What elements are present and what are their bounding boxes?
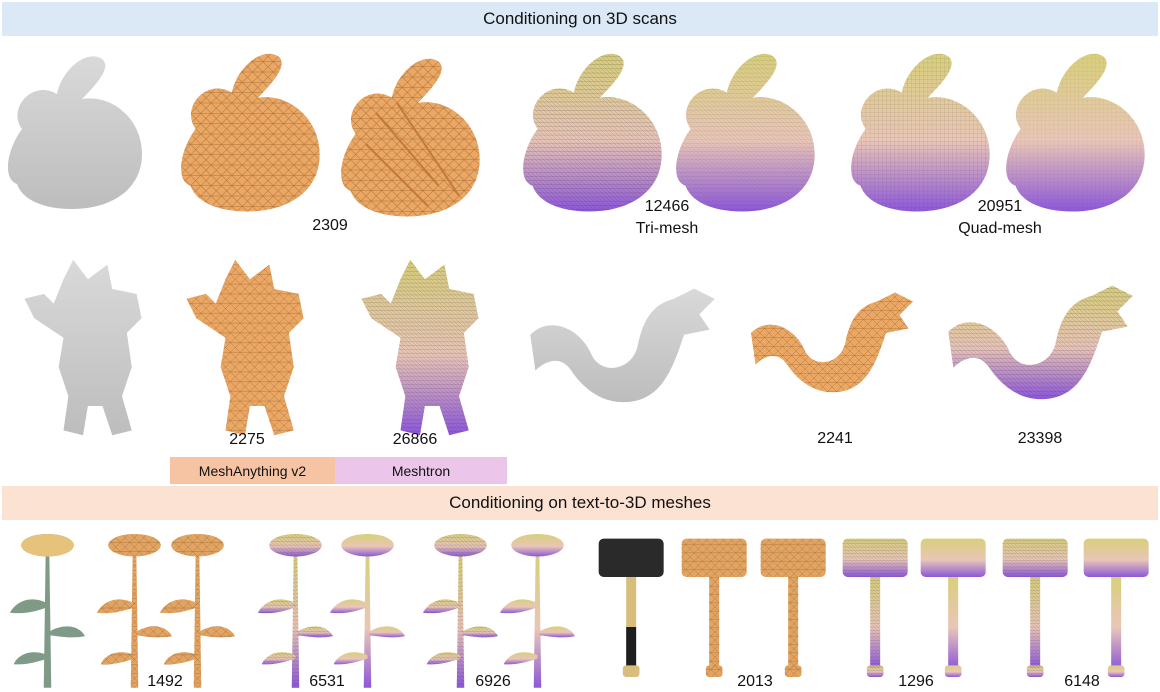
dragon-count-meshtron: 23398 (1017, 430, 1063, 447)
hammer-count-meshanything: 2013 (737, 673, 773, 690)
armadillo-meshanything (165, 250, 325, 445)
flower-count-meshtron-1: 6531 (309, 673, 345, 690)
bunny-meshtron-quad-a (845, 44, 1000, 224)
dragon-count-meshanything: 2241 (817, 430, 853, 447)
flower-meshtron-2a (423, 528, 498, 688)
bunny-count-quad: 20951 (977, 198, 1023, 215)
hammer-meshtron-1a (837, 532, 915, 682)
hammer-input-mesh (593, 532, 671, 682)
legend-meshtron: Meshtron (335, 457, 507, 484)
hammer-meshanything-b (755, 532, 833, 682)
hammer-count-meshtron-1: 1296 (898, 673, 934, 690)
dragon-meshanything (742, 262, 922, 422)
bunny-count-meshanything: 2309 (312, 217, 348, 234)
flower-meshanything-b (160, 528, 235, 688)
flower-meshtron-2b (500, 528, 575, 688)
flower-count-meshtron-2: 6926 (475, 673, 511, 690)
bunny-label-quad: Quad-mesh (958, 220, 1042, 237)
section-header-text3d: Conditioning on text-to-3D meshes (2, 486, 1158, 520)
bunny-label-tri: Tri-mesh (635, 220, 699, 237)
flower-meshtron-1b (330, 528, 405, 688)
hammer-meshtron-2b (1078, 532, 1156, 682)
bunny-meshanything (175, 44, 330, 224)
bunny-meshtron-quad-b (1000, 44, 1155, 224)
dragon-input-scan (520, 265, 725, 425)
flower-count-meshanything: 1492 (147, 673, 183, 690)
armadillo-meshtron (340, 250, 500, 445)
bunny-meshtron-tri-b (670, 44, 825, 224)
legend-meshanything: MeshAnything v2 (170, 457, 335, 484)
armadillo-input-scan (8, 250, 158, 445)
armadillo-count-meshtron: 26866 (392, 431, 438, 448)
flower-meshtron-1a (258, 528, 333, 688)
legend-meshtron-label: Meshtron (391, 462, 451, 479)
hammer-meshanything-a (676, 532, 754, 682)
section-title-text3d: Conditioning on text-to-3D meshes (449, 493, 711, 512)
flower-input-mesh (10, 528, 85, 688)
hammer-meshtron-2a (997, 532, 1075, 682)
dragon-meshtron (938, 262, 1143, 422)
section-title-scans: Conditioning on 3D scans (483, 9, 677, 28)
section-header-scans: Conditioning on 3D scans (2, 2, 1158, 36)
legend-meshanything-label: MeshAnything v2 (198, 462, 307, 479)
bunny-meshtron-tri-a (517, 44, 672, 224)
bunny-count-tri: 12466 (644, 198, 690, 215)
armadillo-count-meshanything: 2275 (229, 431, 265, 448)
bunny-meshanything-broken (335, 44, 490, 234)
bunny-input-scan (2, 44, 152, 224)
hammer-count-meshtron-2: 6148 (1064, 673, 1100, 690)
hammer-meshtron-1b (915, 532, 993, 682)
